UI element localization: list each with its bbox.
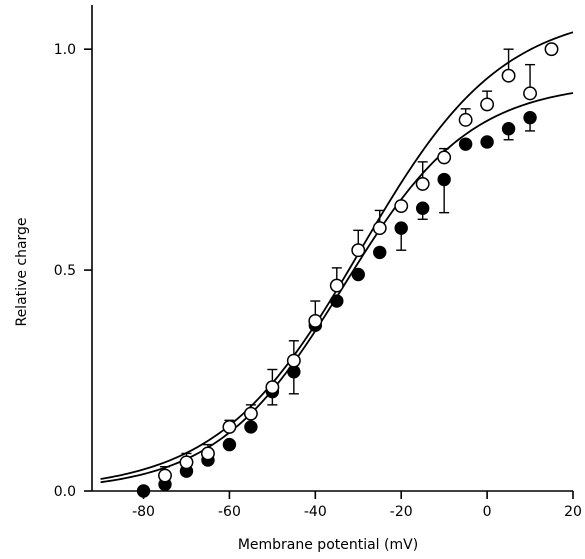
filled-circle-point — [415, 201, 430, 215]
fit-curve-1 — [100, 31, 574, 480]
open-circle-point — [201, 446, 215, 461]
fit-curves — [100, 31, 574, 484]
x-axis-label: Membrane potential (mV) — [238, 537, 418, 553]
open-circle-point — [437, 150, 452, 165]
x-tick-label: 20 — [564, 504, 582, 520]
open-circle-point — [351, 243, 366, 258]
filled-circle-point — [437, 172, 451, 187]
axes — [84, 5, 574, 499]
open-circle-point — [286, 353, 301, 368]
filled-circle-point — [136, 484, 151, 498]
filled-circle-point — [458, 137, 473, 151]
open-circle-point — [265, 380, 280, 395]
filled-circle-point — [501, 122, 516, 136]
x-tick-label: -80 — [132, 504, 155, 520]
error-bars — [160, 48, 536, 476]
filled-circle-point — [480, 135, 494, 149]
open-circle-point — [179, 455, 194, 470]
open-circle-point — [523, 86, 538, 101]
open-circle-point — [415, 176, 430, 191]
open-circle-point — [501, 68, 516, 83]
y-tick-label: 0.5 — [54, 263, 76, 279]
open-circle-point — [158, 468, 172, 483]
open-circle-point — [329, 278, 344, 293]
filled-circle-point — [244, 420, 258, 434]
open-circle-point — [222, 419, 237, 434]
x-tick-label: -60 — [218, 504, 241, 520]
x-tick-label: -40 — [304, 504, 327, 520]
open-circle-point — [308, 313, 323, 328]
open-circle-point — [544, 42, 559, 57]
tick-labels: -80 -60 -40 -20 0 20 0.0 0.5 1.0 — [54, 42, 582, 520]
filled-circle-point — [330, 294, 344, 308]
filled-circle-point — [523, 110, 537, 125]
filled-circle-point — [222, 437, 237, 452]
open-circle-point — [372, 221, 387, 236]
y-tick-label: 0.0 — [54, 484, 76, 500]
x-tick-label: -20 — [390, 504, 413, 520]
open-circle-point — [394, 199, 409, 213]
y-axis-label: Relative charge — [14, 217, 30, 326]
filled-circle-point — [351, 267, 365, 282]
filled-circle-point — [394, 221, 408, 235]
filled-circle-point — [373, 245, 387, 260]
open-circle-point — [243, 406, 258, 421]
data-points — [136, 42, 559, 498]
x-tick-label: 0 — [483, 504, 492, 520]
open-circle-point — [480, 97, 495, 112]
open-circle-point — [458, 112, 473, 127]
y-tick-label: 1.0 — [54, 42, 76, 58]
